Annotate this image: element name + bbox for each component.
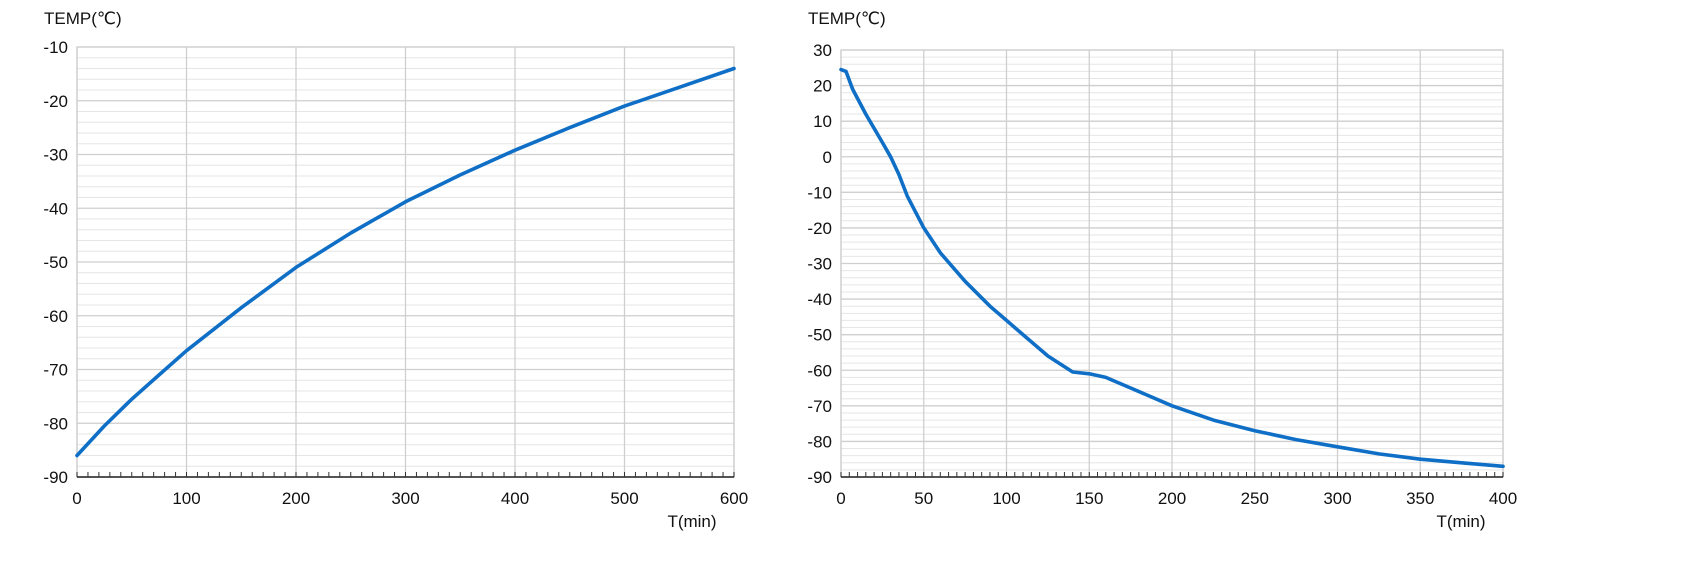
x-axis-title: T(min)	[1436, 512, 1485, 531]
y-tick-label: -20	[43, 92, 68, 111]
y-tick-label: -70	[807, 397, 832, 416]
chart-temperature-drop: -90 -80 -70 -60 -50 -40 -30 -20 -10 0 10 20 30 0 50 10…	[807, 9, 1517, 531]
y-tick-label: 20	[813, 77, 832, 96]
y-axis-title: TEMP(℃)	[44, 9, 122, 28]
y-tick-labels: -90 -80 -70 -60 -50 -40 -30 -20 -10	[43, 38, 68, 487]
x-tick-label: 100	[992, 489, 1020, 508]
y-tick-label: -50	[807, 326, 832, 345]
y-axis-title: TEMP(℃)	[808, 9, 886, 28]
y-tick-label: 30	[813, 41, 832, 60]
x-tick-label: 600	[720, 489, 748, 508]
y-tick-label: -60	[807, 361, 832, 380]
y-tick-label: -90	[807, 468, 832, 487]
y-tick-label: -60	[43, 307, 68, 326]
x-tick-label: 300	[391, 489, 419, 508]
x-tick-labels: 0 100 200 300 400 500 600	[72, 489, 748, 508]
chart-temperature-rise: -90 -80 -70 -60 -50 -40 -30 -20 -10 0 100 200 300 40…	[43, 9, 748, 531]
x-axis-title: T(min)	[667, 512, 716, 531]
x-tick-label: 500	[610, 489, 638, 508]
x-minor-ticks	[840, 472, 1504, 477]
x-tick-label: 250	[1241, 489, 1269, 508]
series-line	[75, 66, 736, 458]
x-tick-label: 0	[836, 489, 845, 508]
y-tick-label: -20	[807, 219, 832, 238]
x-tick-label: 200	[282, 489, 310, 508]
y-tick-label: -70	[43, 361, 68, 380]
y-tick-label: -10	[43, 38, 68, 57]
y-tick-label: -80	[807, 432, 832, 451]
y-tick-label: -40	[807, 290, 832, 309]
y-tick-label: -80	[43, 414, 68, 433]
series-line	[839, 67, 1505, 469]
x-tick-label: 400	[1489, 489, 1517, 508]
y-tick-label: 10	[813, 112, 832, 131]
y-tick-label: -10	[807, 183, 832, 202]
x-tick-label: 150	[1075, 489, 1103, 508]
x-tick-label: 350	[1406, 489, 1434, 508]
x-tick-labels: 0 50 100 150 200 250 300 350 400	[836, 489, 1517, 508]
x-tick-label: 0	[72, 489, 81, 508]
y-tick-labels: -90 -80 -70 -60 -50 -40 -30 -20 -10 0 10 20 30	[807, 41, 832, 487]
y-tick-label: 0	[823, 148, 832, 167]
y-tick-label: -30	[807, 255, 832, 274]
y-tick-label: -50	[43, 253, 68, 272]
x-tick-label: 50	[914, 489, 933, 508]
x-tick-label: 400	[501, 489, 529, 508]
y-tick-label: -40	[43, 199, 68, 218]
x-tick-label: 300	[1323, 489, 1351, 508]
x-tick-label: 200	[1158, 489, 1186, 508]
y-tick-label: -30	[43, 146, 68, 165]
y-tick-label: -90	[43, 468, 68, 487]
x-minor-ticks	[76, 472, 735, 477]
x-tick-label: 100	[172, 489, 200, 508]
